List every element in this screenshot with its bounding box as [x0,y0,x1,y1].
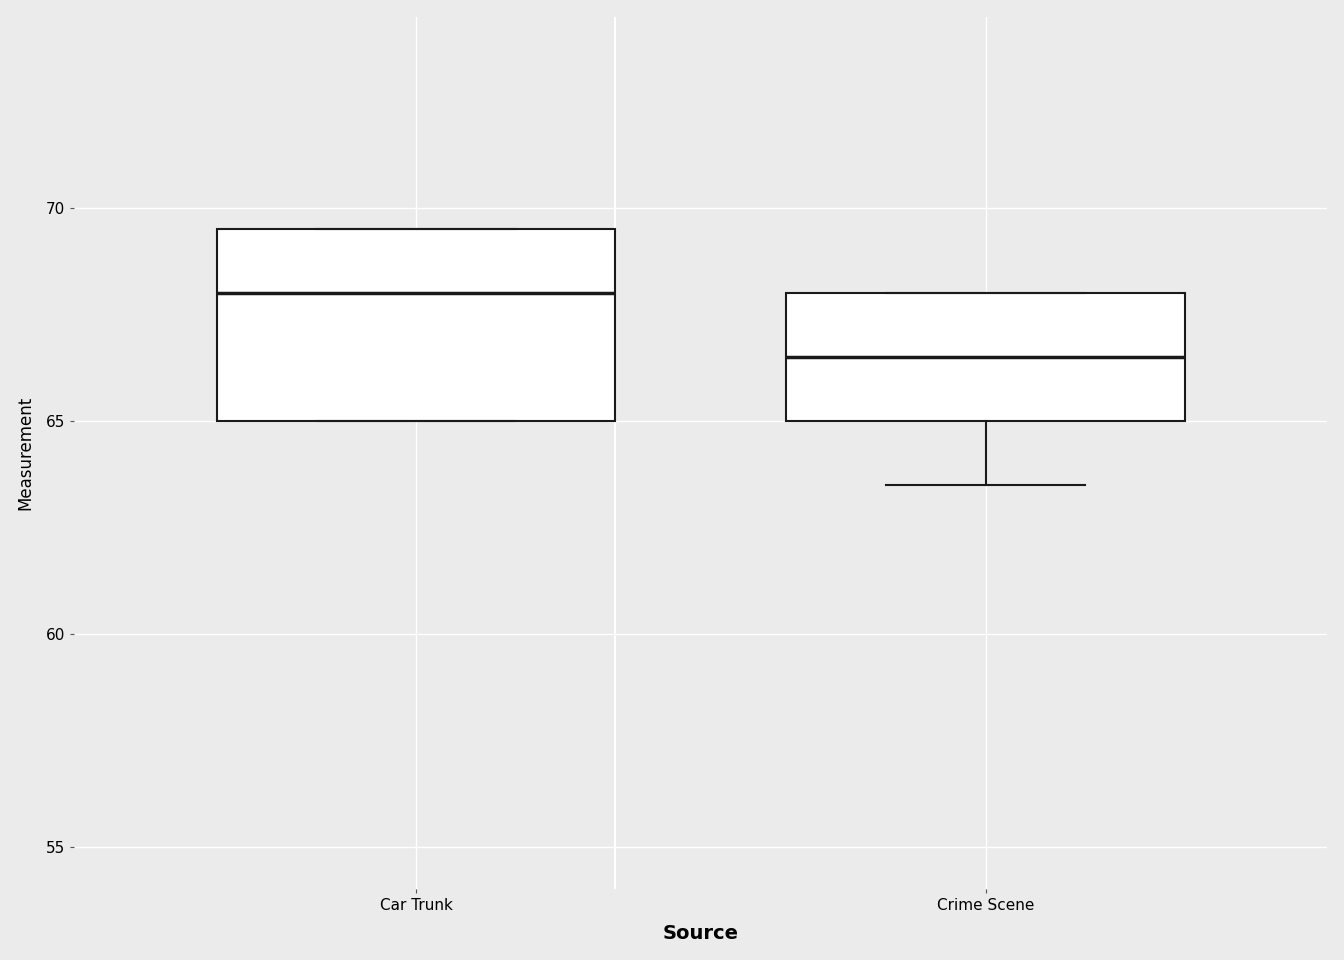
PathPatch shape [786,294,1185,421]
PathPatch shape [216,229,616,421]
Y-axis label: Measurement: Measurement [16,396,35,510]
X-axis label: Source: Source [663,924,739,944]
